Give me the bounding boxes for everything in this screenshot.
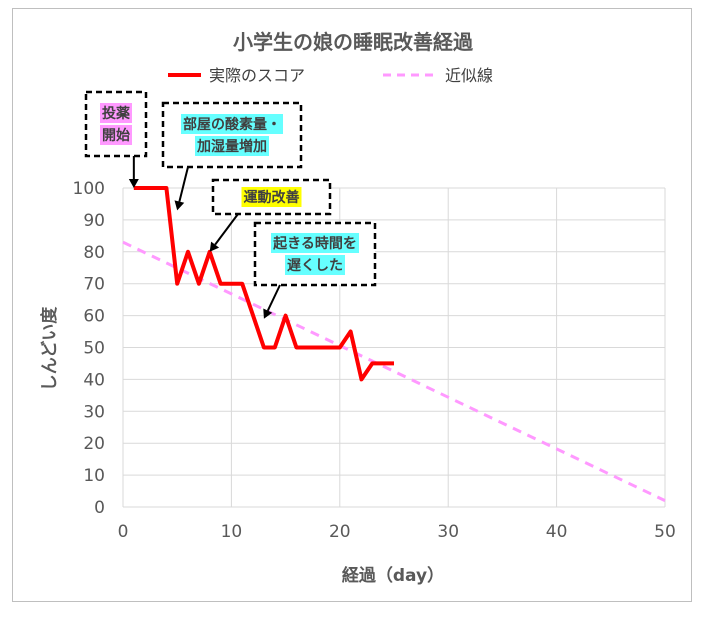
y-tick-label: 20 bbox=[83, 434, 105, 454]
x-tick-labels: 0 10 20 30 40 50 bbox=[118, 522, 676, 542]
annotation-arrowhead bbox=[174, 200, 185, 211]
gridlines bbox=[122, 187, 666, 508]
annotation-arrowhead bbox=[263, 308, 273, 319]
annotation-arrow bbox=[214, 213, 239, 246]
x-tick-label: 50 bbox=[654, 522, 676, 542]
annotation-arrowhead bbox=[128, 179, 139, 188]
annotation-callout: 部屋の酸素量・加湿量増加 bbox=[161, 101, 303, 211]
x-tick-label: 10 bbox=[221, 522, 243, 542]
annotation-highlight bbox=[195, 136, 269, 156]
x-tick-label: 20 bbox=[329, 522, 351, 542]
annotation-text: 開始 bbox=[102, 127, 130, 144]
annotation-highlight bbox=[271, 233, 359, 253]
annotation-arrow bbox=[266, 284, 281, 312]
annotation-text: 遅くした bbox=[287, 258, 343, 274]
annotation-highlight bbox=[100, 125, 132, 145]
y-tick-label: 90 bbox=[83, 211, 105, 231]
x-tick-label: 30 bbox=[437, 522, 459, 542]
annotation-highlight bbox=[181, 114, 283, 134]
y-tick-label: 50 bbox=[83, 339, 105, 359]
y-tick-label: 100 bbox=[73, 179, 105, 199]
x-tick-label: 0 bbox=[118, 522, 129, 542]
annotation-arrowhead bbox=[209, 241, 220, 252]
annotation-highlight bbox=[100, 103, 132, 123]
chart-frame: 小学生の娘の睡眠改善経過 実際のスコア 近似線 0 10 20 30 40 50 60 70 8… bbox=[12, 8, 692, 602]
annotation-text: 加湿量増加 bbox=[196, 138, 267, 155]
y-tick-label: 40 bbox=[83, 370, 105, 390]
legend-label-actual: 実際のスコア bbox=[209, 66, 305, 85]
annotation-text: 投薬 bbox=[102, 105, 130, 122]
y-tick-label: 80 bbox=[83, 243, 105, 263]
y-tick-label: 30 bbox=[83, 402, 105, 422]
annotation-box bbox=[84, 90, 148, 158]
annotation-highlight bbox=[285, 255, 345, 275]
annotation-box bbox=[253, 221, 377, 287]
x-axis-title: 経過（day） bbox=[342, 565, 444, 586]
y-tick-label: 0 bbox=[94, 498, 105, 518]
legend-label-trend: 近似線 bbox=[445, 66, 493, 85]
x-tick-label: 40 bbox=[546, 522, 568, 542]
y-tick-label: 60 bbox=[83, 307, 105, 327]
annotation-text: 運動改善 bbox=[244, 189, 300, 206]
annotation-box bbox=[161, 101, 303, 169]
series-line-trend bbox=[122, 240, 666, 502]
y-tick-label: 70 bbox=[83, 275, 105, 295]
legend: 実際のスコア 近似線 bbox=[168, 66, 493, 85]
series-layer bbox=[122, 186, 666, 502]
annotation-callout: 運動改善 bbox=[209, 178, 332, 252]
y-tick-labels: 0 10 20 30 40 50 60 70 80 90 100 bbox=[73, 179, 105, 518]
y-tick-label: 10 bbox=[83, 466, 105, 486]
series-line-actual bbox=[133, 186, 394, 382]
annotation-text: 起きる時間を bbox=[272, 235, 357, 252]
annotation-highlight bbox=[241, 187, 302, 207]
chart-title: 小学生の娘の睡眠改善経過 bbox=[233, 30, 474, 54]
annotation-arrow bbox=[178, 166, 189, 202]
annotation-text: 部屋の酸素量・ bbox=[183, 116, 281, 133]
y-axis-title: しんどい度 bbox=[39, 306, 60, 391]
line-chart: 小学生の娘の睡眠改善経過 実際のスコア 近似線 0 10 20 30 40 50 60 70 8… bbox=[39, 30, 676, 586]
